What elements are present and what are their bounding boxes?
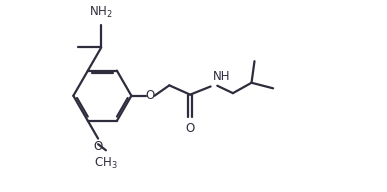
- Text: NH: NH: [212, 70, 230, 84]
- Text: O: O: [185, 122, 195, 135]
- Text: NH$_2$: NH$_2$: [89, 4, 113, 20]
- Text: O: O: [146, 89, 154, 102]
- Text: CH$_3$: CH$_3$: [94, 156, 118, 171]
- Text: O: O: [94, 140, 103, 153]
